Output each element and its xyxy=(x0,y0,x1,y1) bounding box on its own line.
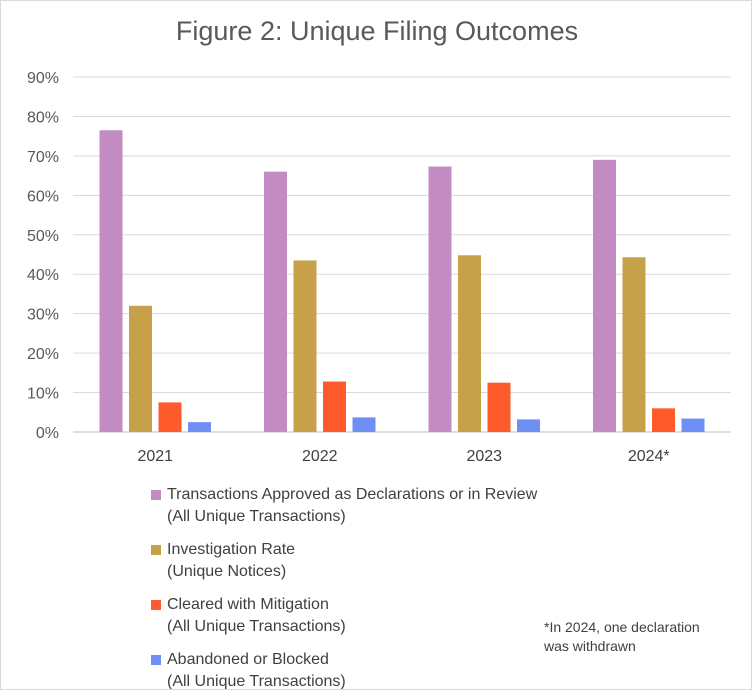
legend-item-approved: Transactions Approved as Declarations or… xyxy=(151,484,631,528)
x-axis-ticks: 2021 2022 2023 2024* xyxy=(137,448,669,465)
legend-swatch xyxy=(151,655,161,665)
y-tick-label: 80% xyxy=(27,109,59,126)
bar xyxy=(593,159,616,433)
legend-label-line1: Abandoned or Blocked xyxy=(167,651,329,668)
bar xyxy=(517,419,540,432)
legend-swatch xyxy=(151,545,161,555)
gridlines xyxy=(73,76,731,433)
footnote: *In 2024, one declaration was withdrawn xyxy=(544,618,744,656)
x-tick-label: 2023 xyxy=(466,448,502,465)
bar xyxy=(264,171,287,432)
y-tick-label: 70% xyxy=(27,149,59,166)
legend-label-line2: (Unique Notices) xyxy=(167,563,287,580)
footnote-line2: was withdrawn xyxy=(544,638,636,654)
y-axis-ticks: 0% 10% 20% 30% 40% 50% 60% 70% 80% 90% xyxy=(27,70,59,442)
legend-label: Abandoned or Blocked (All Unique Transac… xyxy=(167,649,346,690)
legend-label-line1: Cleared with Mitigation xyxy=(167,596,329,613)
x-tick-label: 2022 xyxy=(302,448,338,465)
bar xyxy=(129,305,152,432)
bar xyxy=(458,255,481,432)
bar xyxy=(188,422,211,432)
legend-label-line2: (All Unique Transactions) xyxy=(167,618,346,635)
legend-item-investigation: Investigation Rate (Unique Notices) xyxy=(151,539,631,583)
y-tick-label: 90% xyxy=(27,70,59,87)
legend-label-line1: Investigation Rate xyxy=(167,541,296,558)
legend-label-line1: Transactions Approved as Declarations or… xyxy=(167,486,538,503)
y-tick-label: 30% xyxy=(27,307,59,324)
bars xyxy=(99,130,705,433)
bar xyxy=(158,402,182,432)
y-tick-label: 40% xyxy=(27,267,59,284)
legend-label: Transactions Approved as Declarations or… xyxy=(167,484,537,528)
bar xyxy=(293,260,317,432)
y-tick-label: 10% xyxy=(27,386,59,403)
legend-label-line2: (All Unique Transactions) xyxy=(167,673,346,690)
legend-item-mitigation: Cleared with Mitigation (All Unique Tran… xyxy=(151,594,631,638)
bar xyxy=(487,382,511,432)
bar xyxy=(323,381,346,432)
y-tick-label: 0% xyxy=(36,425,59,442)
legend-label-line2: (All Unique Transactions) xyxy=(167,508,346,525)
bar xyxy=(652,408,675,432)
legend: Transactions Approved as Declarations or… xyxy=(151,484,631,690)
y-tick-label: 20% xyxy=(27,346,59,363)
y-tick-label: 50% xyxy=(27,228,59,245)
bar xyxy=(428,166,452,433)
chart-title: Figure 2: Unique Filing Outcomes xyxy=(175,16,579,46)
legend-swatch xyxy=(151,600,161,610)
chart-plot: 0%10%20%30%40%50%60%70%80%90% 2021 2022 20… xyxy=(27,70,731,465)
x-tick-label: 2024* xyxy=(628,448,670,465)
bar xyxy=(681,418,705,432)
x-tick-label: 2021 xyxy=(137,448,173,465)
bar xyxy=(99,130,123,432)
legend-label: Cleared with Mitigation (All Unique Tran… xyxy=(167,594,346,638)
bar xyxy=(622,257,646,432)
y-tick-label: 60% xyxy=(27,188,59,205)
bar xyxy=(352,417,376,432)
legend-item-abandoned: Abandoned or Blocked (All Unique Transac… xyxy=(151,649,631,690)
legend-label: Investigation Rate (Unique Notices) xyxy=(167,539,295,583)
footnote-line1: *In 2024, one declaration xyxy=(544,619,700,635)
legend-swatch xyxy=(151,490,161,500)
